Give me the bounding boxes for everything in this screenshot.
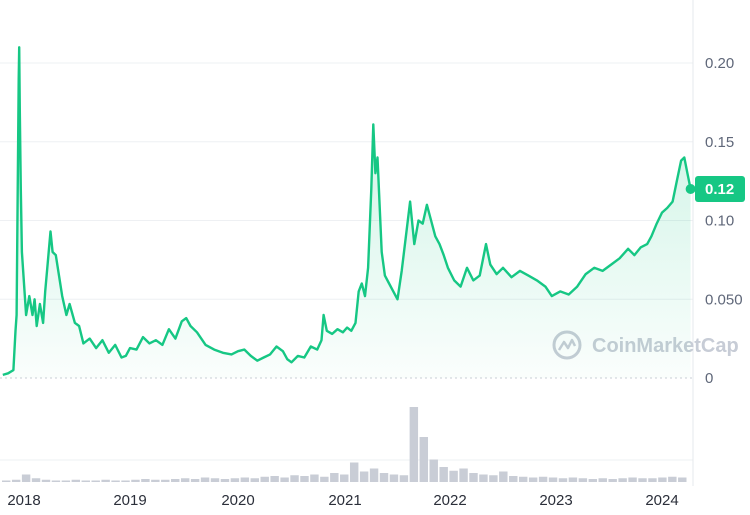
volume-bar (330, 473, 339, 482)
y-tick-label: 0.20 (705, 55, 734, 72)
x-tick-label: 2024 (645, 492, 678, 509)
x-tick-label: 2019 (113, 492, 146, 509)
volume-bars (2, 407, 687, 482)
volume-bar (151, 479, 160, 482)
volume-bar (598, 478, 607, 482)
volume-bar (608, 479, 617, 482)
volume-bar (678, 477, 687, 482)
volume-bar (538, 476, 548, 482)
volume-bar (171, 479, 180, 482)
y-axis-ticks: 0.20 0.15 0.10 0.050 0 (705, 55, 743, 387)
volume-bar (499, 471, 508, 482)
volume-bar (141, 479, 150, 482)
volume-bar (379, 473, 389, 482)
volume-bar (618, 478, 627, 482)
volume-bar (111, 480, 120, 482)
volume-bar (668, 476, 677, 482)
volume-bar (568, 477, 578, 482)
x-tick-label: 2018 (7, 492, 40, 509)
volume-bar (459, 468, 468, 482)
volume-bar (369, 468, 379, 482)
volume-bar (190, 479, 200, 482)
volume-bar (131, 479, 140, 482)
current-price-badge-label: 0.12 (705, 181, 734, 198)
volume-bar (449, 470, 458, 482)
volume-bar (578, 478, 588, 482)
volume-bar (31, 478, 41, 482)
current-price-marker (685, 184, 696, 194)
current-price-badge: 0.12 (695, 176, 745, 202)
volume-bar (469, 473, 478, 482)
volume-bar (61, 480, 71, 482)
y-tick-label: 0 (705, 370, 713, 387)
volume-bar (280, 477, 289, 482)
x-tick-label: 2021 (328, 492, 361, 509)
volume-bar (2, 480, 11, 482)
volume-bar (658, 477, 667, 482)
volume-bar (11, 479, 21, 482)
x-tick-label: 2023 (539, 492, 572, 509)
volume-bar (250, 478, 259, 482)
y-tick-label: 0.15 (705, 134, 734, 151)
volume-bar (528, 477, 538, 482)
volume-bar (340, 474, 349, 482)
volume-bar (210, 478, 220, 482)
volume-bar (290, 475, 299, 482)
x-axis-ticks: 2018 2019 2020 2021 2022 2023 2024 (7, 492, 678, 509)
volume-bar (240, 477, 250, 482)
volume-bar (21, 474, 31, 482)
y-tick-label: 0.050 (705, 291, 743, 308)
volume-bar (320, 476, 329, 482)
volume-bar (220, 479, 230, 482)
volume-bar (489, 475, 498, 482)
volume-bar (300, 476, 309, 482)
volume-bar (161, 479, 170, 482)
volume-bar (349, 462, 359, 482)
volume-bar (389, 474, 399, 482)
volume-bar (180, 478, 190, 482)
volume-bar (200, 477, 210, 482)
volume-bar (399, 475, 409, 482)
volume-bar (121, 480, 130, 482)
volume-bar (429, 459, 438, 482)
grid-lines (0, 62, 693, 461)
volume-bar (41, 479, 51, 482)
volume-bar (419, 437, 429, 482)
volume-bar (479, 474, 488, 482)
volume-bar (310, 474, 319, 482)
volume-bar (91, 480, 100, 482)
volume-bar (518, 476, 528, 482)
x-tick-label: 2020 (221, 492, 254, 509)
y-tick-label: 0.10 (705, 213, 734, 230)
current-price-badge-bg (695, 176, 745, 202)
volume-bar (81, 480, 90, 482)
volume-bar (270, 476, 279, 482)
volume-bar (260, 476, 269, 482)
volume-bar (558, 478, 568, 482)
volume-bar (588, 479, 598, 482)
volume-bar (101, 479, 110, 482)
volume-bar (409, 407, 419, 482)
volume-bar (509, 476, 518, 482)
volume-bar (51, 480, 61, 482)
volume-bar (548, 477, 558, 482)
price-line (2, 46, 692, 377)
volume-bar (648, 478, 657, 482)
price-area (2, 47, 691, 379)
volume-bar (71, 479, 81, 482)
volume-bar (359, 471, 369, 482)
volume-bar (638, 478, 647, 482)
volume-bar (628, 477, 637, 482)
volume-bar (230, 478, 240, 482)
volume-bar (439, 467, 448, 482)
x-tick-label: 2022 (433, 492, 466, 509)
